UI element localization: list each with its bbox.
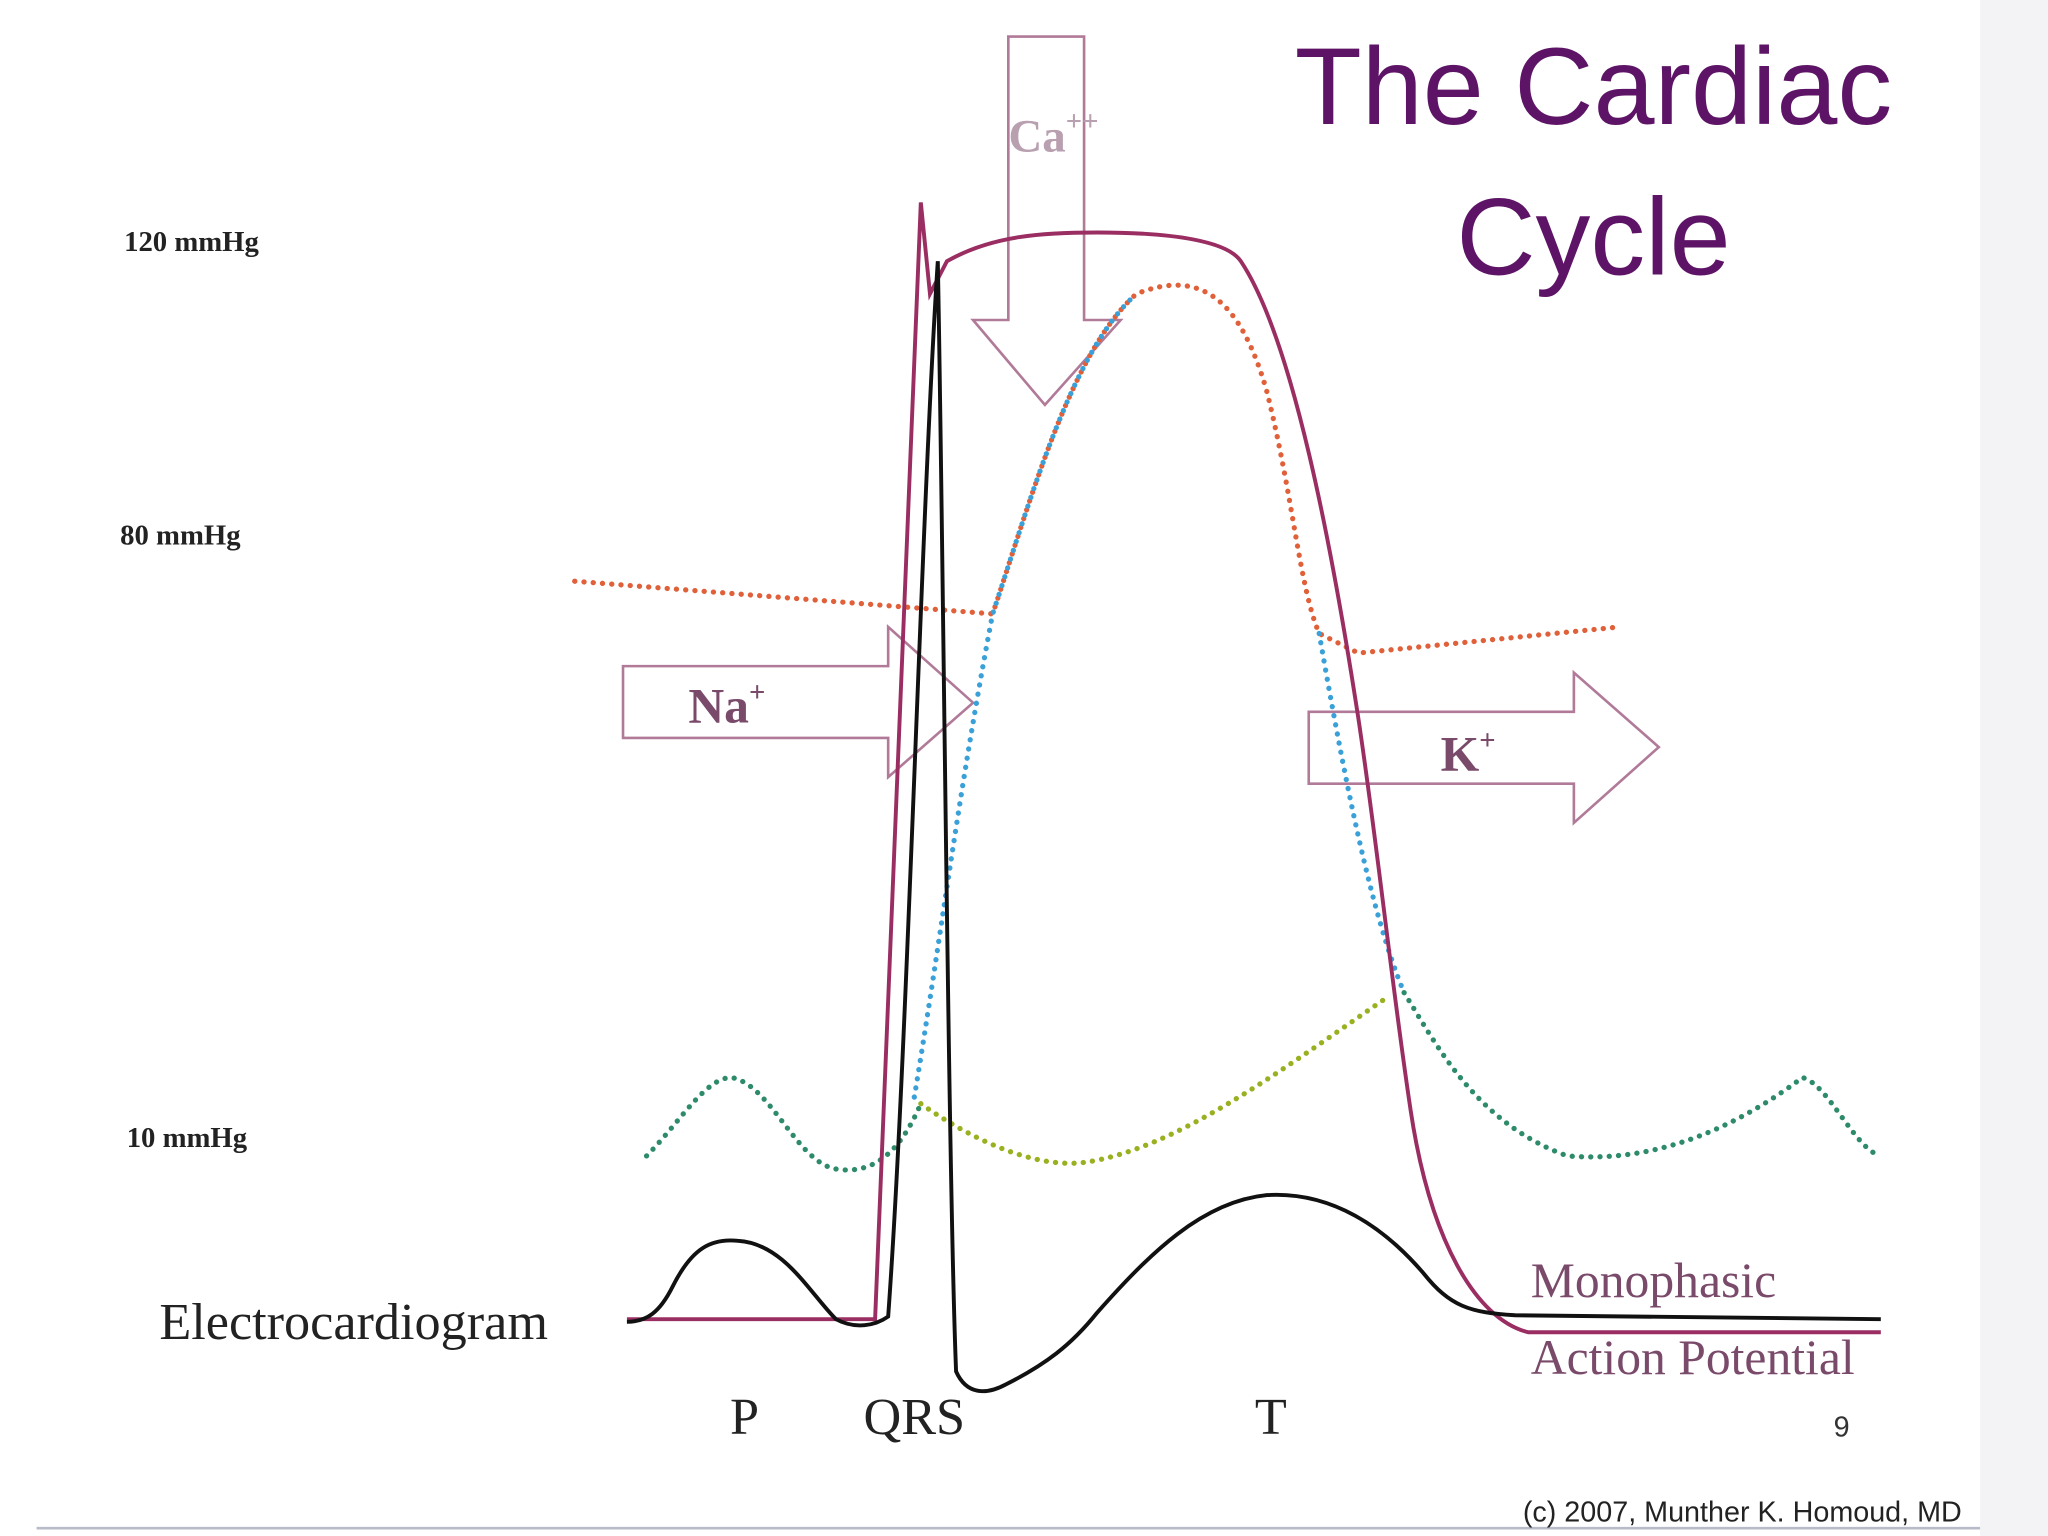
volume-curve bbox=[918, 996, 1388, 1166]
ion-charge: ++ bbox=[1066, 106, 1099, 138]
action-potential-curve bbox=[626, 202, 1881, 1335]
pressure-label: 120 mmHg bbox=[124, 226, 259, 258]
wave-label: T bbox=[1255, 1388, 1287, 1446]
ecg-curve bbox=[626, 261, 1881, 1394]
k-arrow bbox=[1307, 669, 1661, 826]
slide-number: 9 bbox=[1834, 1412, 1850, 1444]
na-arrow bbox=[621, 624, 976, 781]
side-strip bbox=[1980, 0, 2048, 1536]
pressure-label: 80 mmHg bbox=[120, 520, 241, 552]
ion-charge: + bbox=[749, 676, 765, 708]
ca-arrow bbox=[970, 35, 1124, 407]
atrial-curve bbox=[643, 990, 1884, 1173]
ion-label: Na+ bbox=[688, 676, 765, 733]
ap-label: Monophasic bbox=[1531, 1253, 1776, 1308]
ion-charge: + bbox=[1479, 725, 1495, 757]
copyright: (c) 2007, Munther K. Homoud, MD bbox=[1523, 1497, 1962, 1529]
title-line: Cycle bbox=[1456, 176, 1730, 298]
ion-label: Ca++ bbox=[1008, 106, 1098, 163]
wave-label: P bbox=[730, 1388, 759, 1446]
title-line: The Cardiac bbox=[1295, 26, 1893, 148]
ion-label: K+ bbox=[1441, 725, 1496, 782]
wave-label: QRS bbox=[863, 1388, 965, 1446]
ion-symbol: Ca bbox=[1008, 111, 1065, 163]
ion-symbol: K bbox=[1441, 727, 1480, 782]
ecg-label: Electrocardiogram bbox=[159, 1293, 548, 1351]
ion-symbol: Na bbox=[688, 678, 749, 733]
ap-label: Action Potential bbox=[1531, 1330, 1855, 1385]
pressure-label: 10 mmHg bbox=[127, 1122, 248, 1154]
